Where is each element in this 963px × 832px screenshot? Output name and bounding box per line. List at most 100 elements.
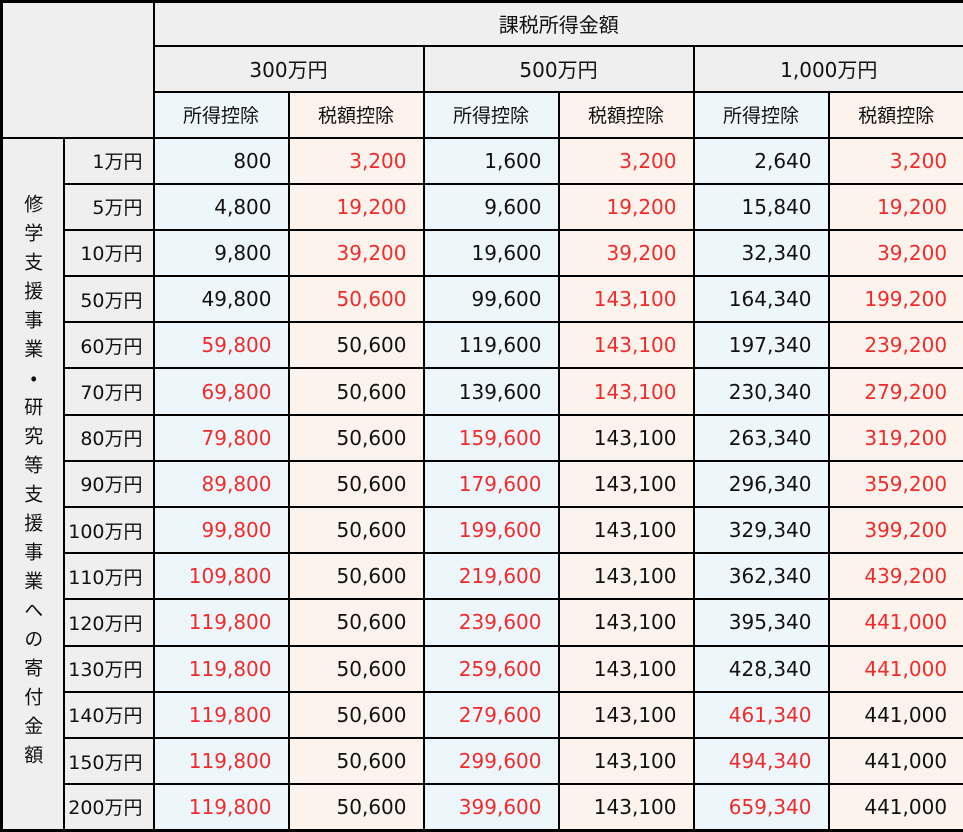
value-cell: 659,340 <box>694 784 829 830</box>
value-cell: 399,600 <box>424 784 559 830</box>
value-cell: 119,800 <box>154 784 289 830</box>
value-cell: 50,600 <box>289 322 424 368</box>
sub-header-income-deduction-3: 所得控除 <box>694 92 829 138</box>
value-cell: 69,800 <box>154 368 289 414</box>
value-cell: 143,100 <box>559 507 694 553</box>
value-cell: 494,340 <box>694 738 829 784</box>
value-cell: 119,600 <box>424 322 559 368</box>
value-cell: 199,200 <box>829 276 963 322</box>
value-cell: 439,200 <box>829 553 963 599</box>
table-header: 課税所得金額 300万円 500万円 1,000万円 所得控除 税額控除 所得控… <box>2 2 963 138</box>
value-cell: 239,200 <box>829 322 963 368</box>
value-cell: 428,340 <box>694 646 829 692</box>
value-cell: 119,800 <box>154 599 289 645</box>
row-label: 120万円 <box>64 599 154 645</box>
value-cell: 139,600 <box>424 368 559 414</box>
row-label: 130万円 <box>64 646 154 692</box>
value-cell: 50,600 <box>289 646 424 692</box>
value-cell: 50,600 <box>289 599 424 645</box>
value-cell: 441,000 <box>829 692 963 738</box>
income-group-1000: 1,000万円 <box>694 46 963 92</box>
value-cell: 143,100 <box>559 599 694 645</box>
value-cell: 143,100 <box>559 276 694 322</box>
value-cell: 296,340 <box>694 461 829 507</box>
value-cell: 143,100 <box>559 415 694 461</box>
value-cell: 399,200 <box>829 507 963 553</box>
value-cell: 50,600 <box>289 415 424 461</box>
value-cell: 143,100 <box>559 461 694 507</box>
value-cell: 50,600 <box>289 276 424 322</box>
value-cell: 119,800 <box>154 738 289 784</box>
value-cell: 89,800 <box>154 461 289 507</box>
value-cell: 441,000 <box>829 599 963 645</box>
row-label: 10万円 <box>64 230 154 276</box>
value-cell: 395,340 <box>694 599 829 645</box>
row-label: 5万円 <box>64 184 154 230</box>
value-cell: 441,000 <box>829 646 963 692</box>
value-cell: 359,200 <box>829 461 963 507</box>
value-cell: 259,600 <box>424 646 559 692</box>
corner-cell <box>2 2 154 138</box>
value-cell: 50,600 <box>289 738 424 784</box>
row-label: 80万円 <box>64 415 154 461</box>
value-cell: 50,600 <box>289 461 424 507</box>
value-cell: 263,340 <box>694 415 829 461</box>
value-cell: 159,600 <box>424 415 559 461</box>
value-cell: 362,340 <box>694 553 829 599</box>
value-cell: 299,600 <box>424 738 559 784</box>
value-cell: 164,340 <box>694 276 829 322</box>
value-cell: 143,100 <box>559 322 694 368</box>
value-cell: 39,200 <box>829 230 963 276</box>
value-cell: 2,640 <box>694 138 829 184</box>
row-label: 110万円 <box>64 553 154 599</box>
value-cell: 79,800 <box>154 415 289 461</box>
value-cell: 50,600 <box>289 507 424 553</box>
value-cell: 143,100 <box>559 692 694 738</box>
value-cell: 50,600 <box>289 553 424 599</box>
value-cell: 800 <box>154 138 289 184</box>
column-axis-title: 課税所得金額 <box>154 2 963 46</box>
value-cell: 109,800 <box>154 553 289 599</box>
value-cell: 279,600 <box>424 692 559 738</box>
value-cell: 9,600 <box>424 184 559 230</box>
value-cell: 230,340 <box>694 368 829 414</box>
sub-header-tax-credit-3: 税額控除 <box>829 92 963 138</box>
value-cell: 143,100 <box>559 553 694 599</box>
row-label: 1万円 <box>64 138 154 184</box>
value-cell: 4,800 <box>154 184 289 230</box>
value-cell: 49,800 <box>154 276 289 322</box>
value-cell: 119,800 <box>154 692 289 738</box>
value-cell: 32,340 <box>694 230 829 276</box>
value-cell: 179,600 <box>424 461 559 507</box>
value-cell: 329,340 <box>694 507 829 553</box>
row-label: 100万円 <box>64 507 154 553</box>
value-cell: 99,600 <box>424 276 559 322</box>
sub-header-tax-credit-2: 税額控除 <box>559 92 694 138</box>
row-label: 200万円 <box>64 784 154 830</box>
value-cell: 19,200 <box>559 184 694 230</box>
value-cell: 239,600 <box>424 599 559 645</box>
row-label: 140万円 <box>64 692 154 738</box>
value-cell: 143,100 <box>559 784 694 830</box>
value-cell: 59,800 <box>154 322 289 368</box>
row-label: 50万円 <box>64 276 154 322</box>
value-cell: 441,000 <box>829 738 963 784</box>
value-cell: 319,200 <box>829 415 963 461</box>
value-cell: 15,840 <box>694 184 829 230</box>
value-cell: 219,600 <box>424 553 559 599</box>
income-group-500: 500万円 <box>424 46 694 92</box>
row-label: 150万円 <box>64 738 154 784</box>
